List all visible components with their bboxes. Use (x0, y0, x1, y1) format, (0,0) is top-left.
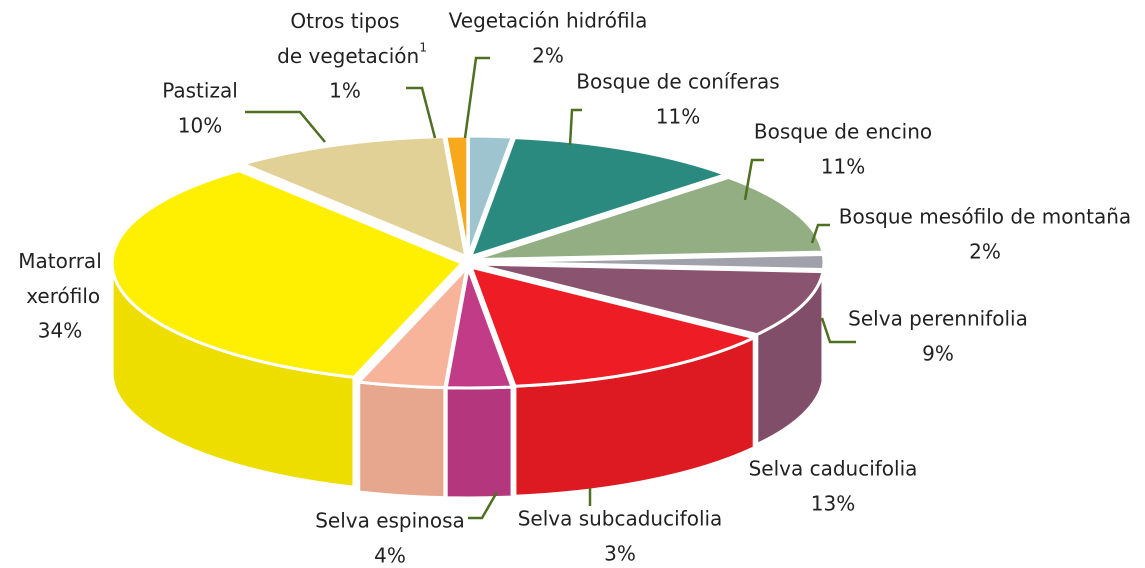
slice-side (444, 385, 514, 500)
slice-label: Otros tipos de vegetación (271, 9, 419, 68)
slice-side (357, 380, 447, 500)
value-label: 11% (656, 105, 700, 129)
slice-label: Pastizal (162, 79, 238, 103)
slice (473, 175, 825, 262)
slice-label: Matorral xerófilo (18, 249, 102, 308)
leader-line (820, 317, 856, 344)
leader-line (463, 56, 490, 139)
value-label: 2% (532, 44, 564, 68)
value-label: 2% (969, 240, 1001, 264)
value-label: 11% (821, 155, 865, 179)
value-label: 1% (329, 79, 361, 103)
leader-line (568, 108, 582, 146)
slice (468, 136, 731, 260)
value-label: 3% (604, 542, 636, 566)
slice (238, 135, 468, 259)
value-label: 4% (374, 544, 406, 568)
leader-line (406, 86, 437, 139)
leader-line (468, 491, 499, 520)
slice-side-group (444, 385, 514, 500)
slice (473, 252, 826, 272)
leader-line (245, 110, 326, 143)
slice (468, 265, 759, 388)
value-label: 10% (178, 114, 222, 138)
slice (444, 134, 470, 257)
footnote-mark: 1 (419, 41, 427, 55)
leader-line (810, 223, 830, 244)
slice-label: Selva espinosa (315, 509, 465, 533)
slice-side-group (357, 380, 447, 500)
pie-tops (110, 134, 826, 390)
slice-label: Bosque mesófilo de montaña (839, 205, 1131, 229)
slice-label: Selva perennifolia (848, 307, 1028, 331)
slice (110, 169, 465, 379)
slice-label: Selva subcaducifolia (518, 507, 723, 531)
slice-label: Selva caducifolia (749, 457, 918, 481)
slice-label: Bosque de coníferas (576, 70, 779, 94)
slice-label: Bosque de encino (754, 120, 932, 144)
slice (355, 263, 470, 390)
slice-label: Vegetación hidrófila (449, 9, 648, 33)
value-label: 9% (922, 342, 954, 366)
slice (473, 262, 825, 337)
value-label: 34% (38, 319, 82, 343)
value-label: 13% (811, 492, 855, 516)
leader-line (743, 158, 764, 201)
